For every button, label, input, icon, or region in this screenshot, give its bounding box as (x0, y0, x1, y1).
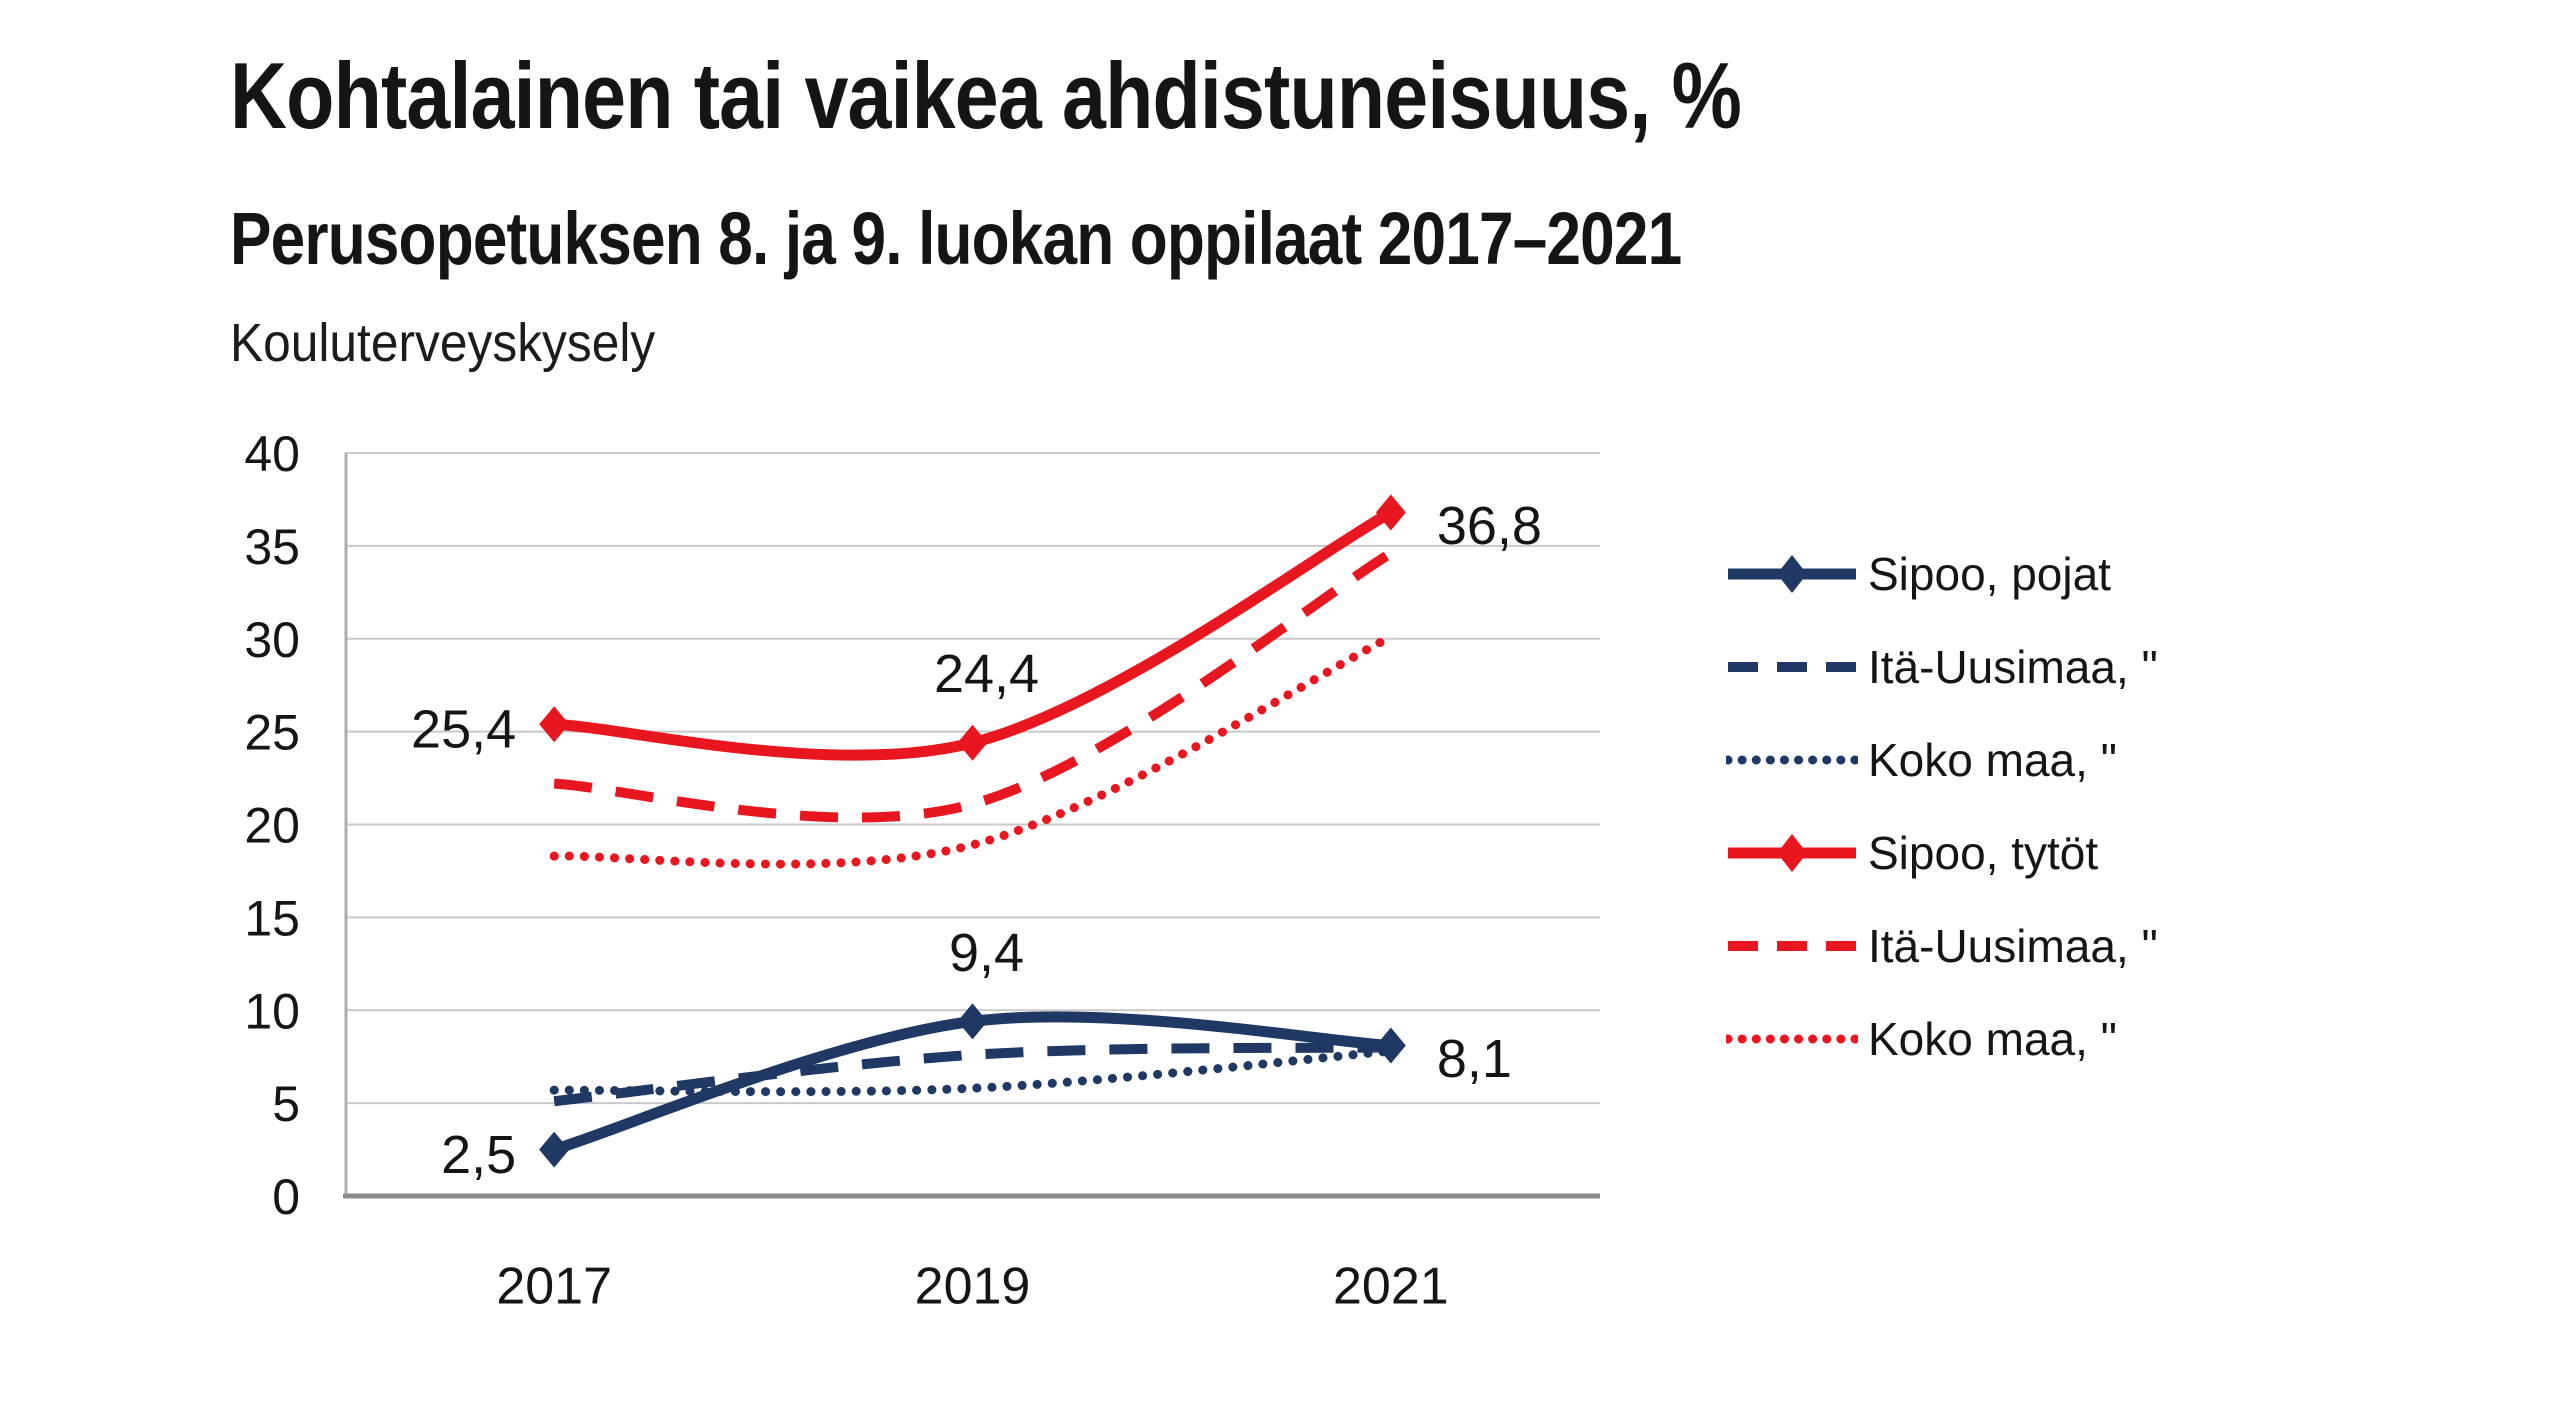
data-label: 25,4 (411, 700, 516, 760)
chart-title: Kohtalainen tai vaikea ahdistuneisuus, % (230, 43, 1742, 148)
legend-label: Sipoo, tytöt (1868, 826, 2099, 879)
series-line-3-sipoo-tyt-t (553, 507, 1394, 761)
legend-diamond-marker (1777, 833, 1807, 872)
series-line-1-it-uusimaa- (553, 1042, 1391, 1107)
axes (343, 453, 1600, 1199)
diamond-marker (539, 1131, 570, 1168)
legend-item-5: Koko maa, " (1726, 992, 2346, 1085)
axis-tick-labels: 0 5 10 15 20 25 30 35 40 2017 2019 2021 (244, 426, 1448, 1316)
legend-label: Itä-Uusimaa, " (1868, 919, 2158, 972)
legend-label: Koko maa, " (1868, 1012, 2118, 1065)
series-line-2-koko-maa- (549, 1046, 1396, 1097)
legend-sample-dashed-line-icon (1728, 940, 1856, 951)
data-label: 36,8 (1437, 496, 1542, 556)
diamond-marker (1375, 1027, 1406, 1064)
data-label: 2,5 (441, 1125, 516, 1185)
legend-sample-dashed-line-icon (1728, 661, 1856, 672)
chart-source-label: Kouluterveyskysely (230, 313, 656, 373)
diamond-marker (1375, 494, 1406, 531)
y-tick-label-30: 30 (244, 612, 300, 668)
legend-item-4: Itä-Uusimaa, " (1726, 899, 2346, 992)
legend-item-2: Koko maa, " (1726, 713, 2346, 806)
chart-subtitle: Perusopetuksen 8. ja 9. luokan oppilaat … (230, 197, 1682, 280)
diamond-marker (957, 1003, 988, 1040)
x-tick-label-2017: 2017 (496, 1258, 612, 1316)
series-markers (539, 494, 1406, 1168)
data-labels: 2,5 9,4 8,1 25,4 24,4 36,8 (411, 496, 1542, 1185)
legend-sample-dotted-line-icon (1726, 755, 1858, 764)
data-label: 24,4 (934, 644, 1039, 704)
y-tick-label-5: 5 (272, 1076, 300, 1132)
legend-item-1: Itä-Uusimaa, " (1726, 620, 2346, 713)
series-lines (549, 507, 1396, 1155)
data-label: 8,1 (1437, 1029, 1512, 1089)
y-tick-label-25: 25 (244, 705, 300, 761)
legend: Sipoo, pojat Itä-Uusimaa, " Koko maa, " Sip… (1726, 527, 2346, 1085)
y-tick-label-40: 40 (244, 426, 300, 482)
diamond-marker (539, 706, 570, 743)
legend-sample-solid-line-icon (1728, 833, 1856, 872)
legend-item-0: Sipoo, pojat (1726, 527, 2346, 620)
series-line-5-koko-maa- (549, 632, 1396, 869)
legend-diamond-marker (1777, 554, 1807, 593)
y-tick-label-15: 15 (244, 890, 300, 946)
legend-label: Sipoo, pojat (1868, 547, 2111, 600)
legend-item-3: Sipoo, tytöt (1726, 806, 2346, 899)
legend-label: Itä-Uusimaa, " (1868, 640, 2158, 693)
x-tick-label-2019: 2019 (915, 1258, 1031, 1316)
data-label: 9,4 (949, 923, 1024, 983)
legend-sample-dotted-line-icon (1726, 1034, 1858, 1043)
legend-sample-solid-line-icon (1728, 554, 1856, 593)
x-tick-label-2021: 2021 (1333, 1258, 1449, 1316)
legend-label: Koko maa, " (1868, 733, 2118, 786)
y-tick-label-0: 0 (272, 1169, 300, 1225)
y-tick-label-20: 20 (244, 798, 300, 854)
diamond-marker (957, 724, 988, 761)
y-tick-label-35: 35 (244, 519, 300, 575)
y-tick-label-10: 10 (244, 983, 300, 1039)
